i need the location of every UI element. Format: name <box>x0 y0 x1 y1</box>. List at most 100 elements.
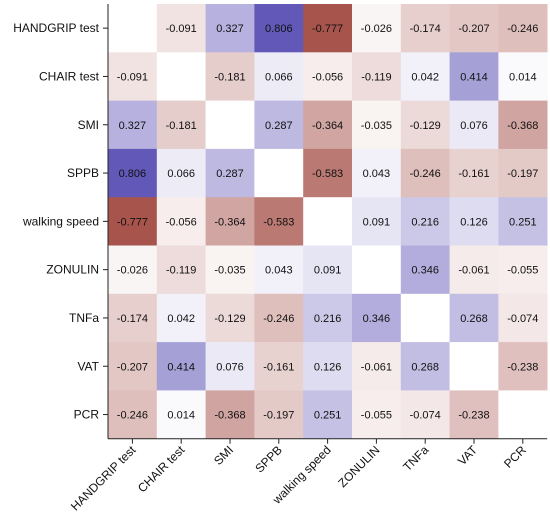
heatmap-cell-walking-speed-tnfa <box>400 197 450 246</box>
heatmap-cell-chair-test-smi <box>205 52 255 101</box>
cell-value-label: -0.246 <box>410 168 441 180</box>
column-label-sppb: SPPB <box>252 443 285 476</box>
cell-value-label: 0.414 <box>167 361 195 373</box>
heatmap-cell-handgrip-test-vat <box>449 4 499 53</box>
heatmap-cell-pcr-tnfa <box>400 390 450 439</box>
cell-value-label: -0.161 <box>263 361 294 373</box>
cell-value-label: 0.066 <box>167 168 195 180</box>
heatmap-cell-smi-vat <box>449 100 499 150</box>
heatmap-cell-vat-sppb <box>254 342 304 391</box>
heatmap-cell-vat-handgrip-test <box>108 342 158 391</box>
heatmap-cell-walking-speed-vat <box>449 197 499 246</box>
cell-value-label: 0.327 <box>216 23 244 35</box>
heatmap-cell-smi-tnfa <box>400 100 450 150</box>
heatmap-cell-chair-test-tnfa <box>400 52 450 101</box>
heatmap-cell-walking-speed-walking-speed <box>303 197 353 246</box>
cell-value-label: -0.777 <box>312 23 343 35</box>
cell-value-label: -0.364 <box>214 216 245 228</box>
cell-value-label: 0.014 <box>167 410 195 422</box>
heatmap-cell-smi-smi <box>205 100 255 150</box>
heatmap-cell-sppb-smi <box>205 148 255 198</box>
heatmap-cell-zonulin-walking-speed <box>303 245 353 295</box>
heatmap-cell-handgrip-test-chair-test <box>156 4 206 53</box>
column-label-handgrip-test: HANDGRIP test <box>68 442 139 513</box>
heatmap-cell-zonulin-tnfa <box>400 245 450 295</box>
cell-value-label: -0.197 <box>507 168 538 180</box>
cell-value-label: -0.026 <box>361 23 392 35</box>
cell-value-label: -0.035 <box>214 265 245 277</box>
cell-value-label: -0.161 <box>458 168 489 180</box>
cell-value-label: -0.119 <box>361 71 391 83</box>
heatmap-cell-smi-sppb <box>254 100 304 150</box>
cell-value-label: 0.806 <box>265 23 293 35</box>
heatmap-cell-sppb-zonulin <box>352 148 402 198</box>
column-label-zonulin: ZONULIN <box>335 443 382 490</box>
cell-value-label: 0.091 <box>363 216 391 228</box>
cell-value-label: 0.806 <box>119 168 147 180</box>
heatmap-cell-walking-speed-handgrip-test <box>108 197 158 246</box>
heatmap-cell-chair-test-sppb <box>254 52 304 101</box>
heatmap-cell-sppb-vat <box>449 148 499 198</box>
cell-value-label: 0.251 <box>314 410 342 422</box>
row-labels: HANDGRIP test CHAIR test SMI SPPB walking sp… <box>13 21 99 421</box>
cell-value-label: -0.364 <box>312 120 343 132</box>
cell-value-label: -0.174 <box>117 313 148 325</box>
cell-value-label: 0.043 <box>265 265 293 277</box>
column-label-tnfa: TNFa <box>400 443 431 474</box>
heatmap-cell-pcr-vat <box>449 390 499 439</box>
row-label-walking-speed: walking speed <box>22 214 99 228</box>
heatmap-cell-zonulin-smi <box>205 245 255 295</box>
plot-frame <box>103 4 548 444</box>
heatmap-cell-tnfa-handgrip-test <box>108 293 158 343</box>
heatmap-cell-handgrip-test-pcr <box>498 4 548 53</box>
cell-value-label: 0.042 <box>411 71 439 83</box>
cell-value-label: -0.074 <box>507 313 538 325</box>
column-label-smi: SMI <box>211 443 236 468</box>
row-label-chair-test: CHAIR test <box>39 69 100 83</box>
cell-value-label: -0.238 <box>507 361 538 373</box>
heatmap-cell-walking-speed-zonulin <box>352 197 402 246</box>
cell-value-label: 0.043 <box>363 168 391 180</box>
column-label-vat: VAT <box>455 442 481 468</box>
heatmap-cell-vat-vat <box>449 342 499 391</box>
heatmap-cell-smi-pcr <box>498 100 548 150</box>
cell-value-label: 0.414 <box>460 71 488 83</box>
heatmap-cell-handgrip-test-zonulin <box>352 4 402 53</box>
heatmap-cell-vat-tnfa <box>400 342 450 391</box>
cell-value-label: 0.076 <box>460 120 488 132</box>
cell-value-label: -0.129 <box>410 120 441 132</box>
heatmap-cell-vat-chair-test <box>156 342 206 391</box>
cell-value-label: -0.035 <box>361 120 392 132</box>
cell-value-label: 0.066 <box>265 71 293 83</box>
heatmap-cell-vat-smi <box>205 342 255 391</box>
cell-value-label: -0.207 <box>117 361 148 373</box>
heatmap-cell-handgrip-test-tnfa <box>400 4 450 53</box>
cell-value-label: -0.368 <box>214 410 245 422</box>
cell-value-label: -0.174 <box>410 23 441 35</box>
cell-value-label: -0.197 <box>263 410 294 422</box>
cell-value-label: -0.055 <box>361 410 392 422</box>
heatmap-cell-tnfa-tnfa <box>400 293 450 343</box>
cell-value-label: 0.268 <box>460 313 488 325</box>
heatmap-cell-zonulin-zonulin <box>352 245 402 295</box>
heatmap-cell-handgrip-test-smi <box>205 4 255 53</box>
cell-value-label: 0.091 <box>314 265 342 277</box>
heatmap-cell-pcr-pcr <box>498 390 548 439</box>
cell-value-label: -0.207 <box>458 23 489 35</box>
heatmap-cell-walking-speed-chair-test <box>156 197 206 246</box>
cell-value-label: -0.238 <box>458 410 489 422</box>
heatmap-cell-pcr-chair-test <box>156 390 206 439</box>
heatmap-cell-chair-test-vat <box>449 52 499 101</box>
row-label-pcr: PCR <box>74 408 100 422</box>
heatmap-cell-handgrip-test-sppb <box>254 4 304 53</box>
heatmap-cell-sppb-walking-speed <box>303 148 353 198</box>
cell-value-label: 0.346 <box>363 313 391 325</box>
row-label-zonulin: ZONULIN <box>46 263 99 277</box>
cell-value-label: -0.368 <box>507 120 538 132</box>
cell-value-label: -0.055 <box>507 265 538 277</box>
heatmap-cell-handgrip-test-handgrip-test <box>108 4 158 53</box>
cell-value-label: -0.026 <box>117 265 148 277</box>
heatmap-cell-tnfa-zonulin <box>352 293 402 343</box>
